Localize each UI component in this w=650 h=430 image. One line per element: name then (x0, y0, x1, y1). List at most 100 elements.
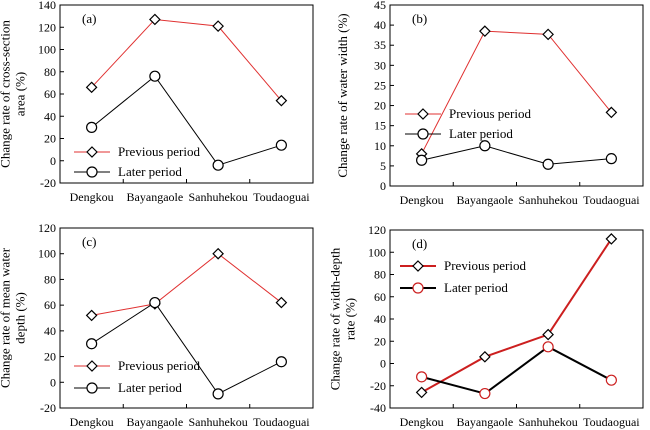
y-tick-label: 60 (374, 290, 386, 304)
legend-label: Later period (118, 164, 182, 179)
y-tick-label: 20 (374, 99, 386, 113)
y-axis-title: rate (%) (343, 298, 358, 340)
panel-label: (c) (82, 234, 96, 249)
x-tick-label: Dengkou (70, 415, 114, 429)
legend-label: Later period (118, 380, 182, 395)
y-tick-label: 80 (44, 272, 56, 286)
y-tick-label: 120 (38, 20, 56, 34)
chart-panel-3: -20 0 20 40 60 80 100 120 Dengkou Bayangaole Sanhu… (0, 221, 314, 429)
y-axis-title: Change rate of mean water (0, 247, 13, 388)
data-point (275, 356, 287, 368)
data-point (212, 388, 224, 400)
y-tick-label: 0 (50, 154, 56, 168)
y-tick-label: 100 (38, 43, 56, 57)
data-point (605, 374, 617, 386)
data-point (479, 387, 491, 400)
panel-label: (b) (412, 11, 427, 26)
y-tick-label: -20 (40, 176, 56, 190)
data-point (542, 28, 554, 41)
panel-label: (a) (82, 11, 96, 26)
x-tick-label: Dengkou (400, 193, 444, 207)
chart-panel-4: -40 -20 0 20 40 60 80 100 120 Dengkou Bayangaole Sa… (328, 223, 644, 429)
series-line (421, 238, 613, 394)
data-point (605, 233, 618, 245)
y-tick-label: 30 (374, 58, 386, 72)
y-axis-title: Change rate of cross-section (0, 20, 13, 168)
x-tick-label: Toudaoguai (583, 193, 640, 207)
legend-marker (417, 108, 429, 120)
data-point (212, 159, 224, 171)
y-tick-label: -20 (40, 401, 56, 415)
y-tick-label: 40 (374, 18, 386, 32)
x-tick-label: Sanhuhekou (188, 190, 247, 204)
data-point (542, 158, 554, 170)
series-line (421, 345, 612, 395)
data-point (212, 20, 224, 32)
y-tick-label: 35 (374, 38, 386, 52)
series-line (91, 301, 282, 395)
data-point (416, 371, 428, 383)
data-point (86, 338, 98, 350)
data-point (85, 81, 98, 94)
y-tick-label: 20 (374, 334, 386, 348)
y-tick-label: 20 (44, 132, 56, 146)
series-line (421, 30, 612, 155)
legend: Previous period Later period (74, 144, 200, 179)
legend: Previous period Later period (400, 258, 526, 295)
legend-marker (412, 282, 424, 294)
x-tick-label: Bayangaole (457, 415, 514, 429)
x-tick-label: Sanhuhekou (188, 415, 247, 429)
series-line (91, 75, 282, 166)
series-line (421, 145, 612, 165)
legend-marker (86, 146, 98, 158)
y-tick-label: 120 (38, 221, 56, 235)
legend-marker (86, 166, 98, 178)
data-point (542, 328, 554, 341)
legend-marker (417, 128, 429, 140)
data-point (149, 296, 161, 309)
legend-label: Previous period (118, 144, 200, 159)
x-tick-label: Toudaoguai (583, 415, 640, 429)
y-tick-label: 15 (374, 119, 386, 133)
data-point (275, 139, 287, 151)
y-tick-label: 0 (380, 357, 386, 371)
y-axis-title: Change rate of water width (%) (335, 13, 350, 177)
legend-label: Later period (449, 126, 513, 141)
y-axis-title: depth (%) (13, 292, 28, 344)
data-point (479, 25, 491, 37)
legend-marker (86, 382, 98, 394)
data-point (149, 13, 161, 26)
plot-frame (59, 227, 314, 409)
data-point (415, 386, 428, 399)
legend: Previous period Later period (405, 106, 531, 141)
x-tick-label: Toudaoguai (253, 190, 310, 204)
data-point (275, 94, 288, 107)
data-point (85, 309, 98, 322)
data-point (479, 350, 491, 363)
series-line (91, 253, 282, 316)
data-point (212, 247, 224, 260)
legend-marker (86, 360, 98, 372)
data-point (86, 121, 98, 133)
y-tick-label: -40 (370, 401, 386, 415)
data-point (275, 296, 288, 309)
legend-label: Previous period (444, 258, 526, 273)
legend-label: Previous period (449, 106, 531, 121)
data-point (605, 153, 617, 165)
y-tick-label: 10 (374, 139, 386, 153)
x-tick-label: Dengkou (70, 190, 114, 204)
data-point (149, 70, 161, 82)
y-tick-label: 40 (44, 109, 56, 123)
x-tick-label: Sanhuhekou (518, 193, 577, 207)
data-point (542, 341, 554, 353)
y-tick-label: 20 (44, 350, 56, 364)
y-tick-label: 40 (44, 324, 56, 338)
x-tick-label: Bayangaole (457, 193, 514, 207)
y-tick-label: 80 (44, 65, 56, 79)
y-tick-label: 0 (380, 179, 386, 193)
y-tick-label: 80 (374, 268, 386, 282)
y-tick-label: 140 (38, 0, 56, 12)
legend-label: Later period (444, 280, 508, 295)
y-tick-label: 0 (50, 375, 56, 389)
